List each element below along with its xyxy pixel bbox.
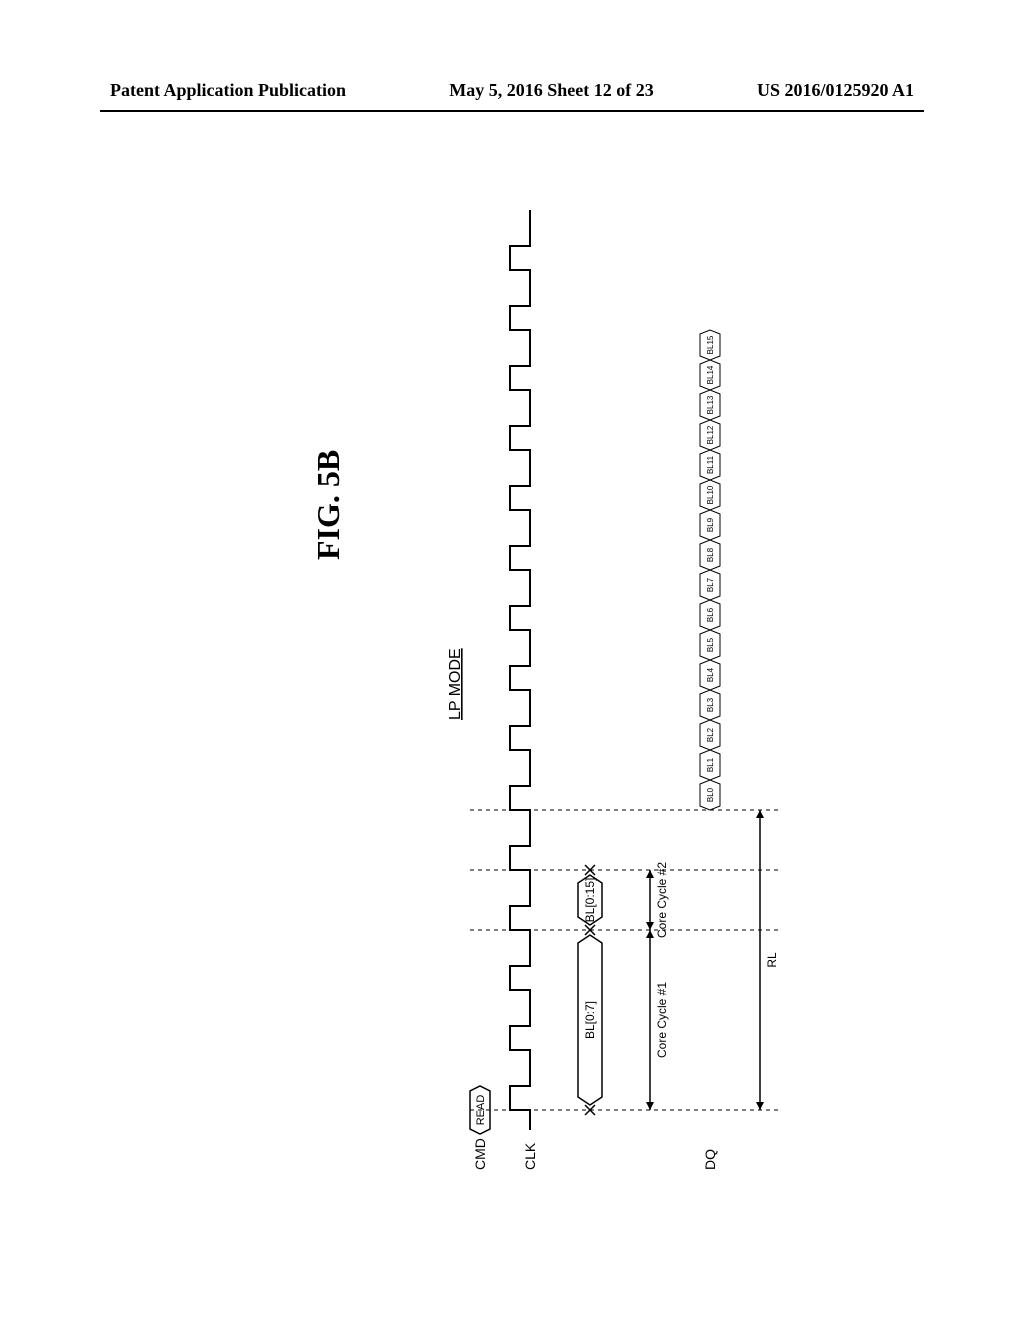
svg-text:BL9: BL9	[706, 517, 715, 532]
figure-label: FIG. 5B	[310, 450, 347, 560]
svg-text:BL12: BL12	[706, 425, 715, 444]
svg-text:LP MODE: LP MODE	[447, 648, 464, 720]
svg-text:CMD: CMD	[472, 1138, 488, 1170]
svg-text:Core Cycle #1: Core Cycle #1	[655, 982, 669, 1058]
svg-text:BL[0:15]: BL[0:15]	[583, 878, 597, 923]
svg-text:BL14: BL14	[706, 365, 715, 384]
svg-text:BL[0:7]: BL[0:7]	[583, 1001, 597, 1039]
svg-text:BL15: BL15	[706, 335, 715, 354]
svg-text:RL: RL	[765, 952, 779, 968]
svg-text:BL6: BL6	[706, 607, 715, 622]
header-rule	[100, 110, 924, 112]
header-right: US 2016/0125920 A1	[757, 80, 914, 101]
timing-diagram: LP MODE CMD READ CLK BL[0:7] BL[0:15] Core Cyc…	[440, 180, 840, 1180]
svg-text:BL10: BL10	[706, 485, 715, 504]
svg-text:BL11: BL11	[706, 455, 715, 474]
svg-text:BL7: BL7	[706, 577, 715, 592]
svg-text:BL5: BL5	[706, 637, 715, 652]
page-header: Patent Application Publication May 5, 20…	[0, 80, 1024, 101]
svg-text:BL1: BL1	[706, 757, 715, 772]
svg-text:CLK: CLK	[522, 1142, 538, 1170]
svg-text:BL13: BL13	[706, 395, 715, 414]
svg-text:BL8: BL8	[706, 547, 715, 562]
svg-text:DQ: DQ	[702, 1149, 718, 1170]
svg-text:BL0: BL0	[706, 787, 715, 802]
svg-text:Core Cycle #2: Core Cycle #2	[655, 862, 669, 938]
header-left: Patent Application Publication	[110, 80, 346, 101]
header-center: May 5, 2016 Sheet 12 of 23	[449, 80, 653, 101]
svg-text:BL3: BL3	[706, 697, 715, 712]
svg-text:BL2: BL2	[706, 727, 715, 742]
svg-text:BL4: BL4	[706, 667, 715, 682]
svg-text:READ: READ	[475, 1095, 487, 1126]
